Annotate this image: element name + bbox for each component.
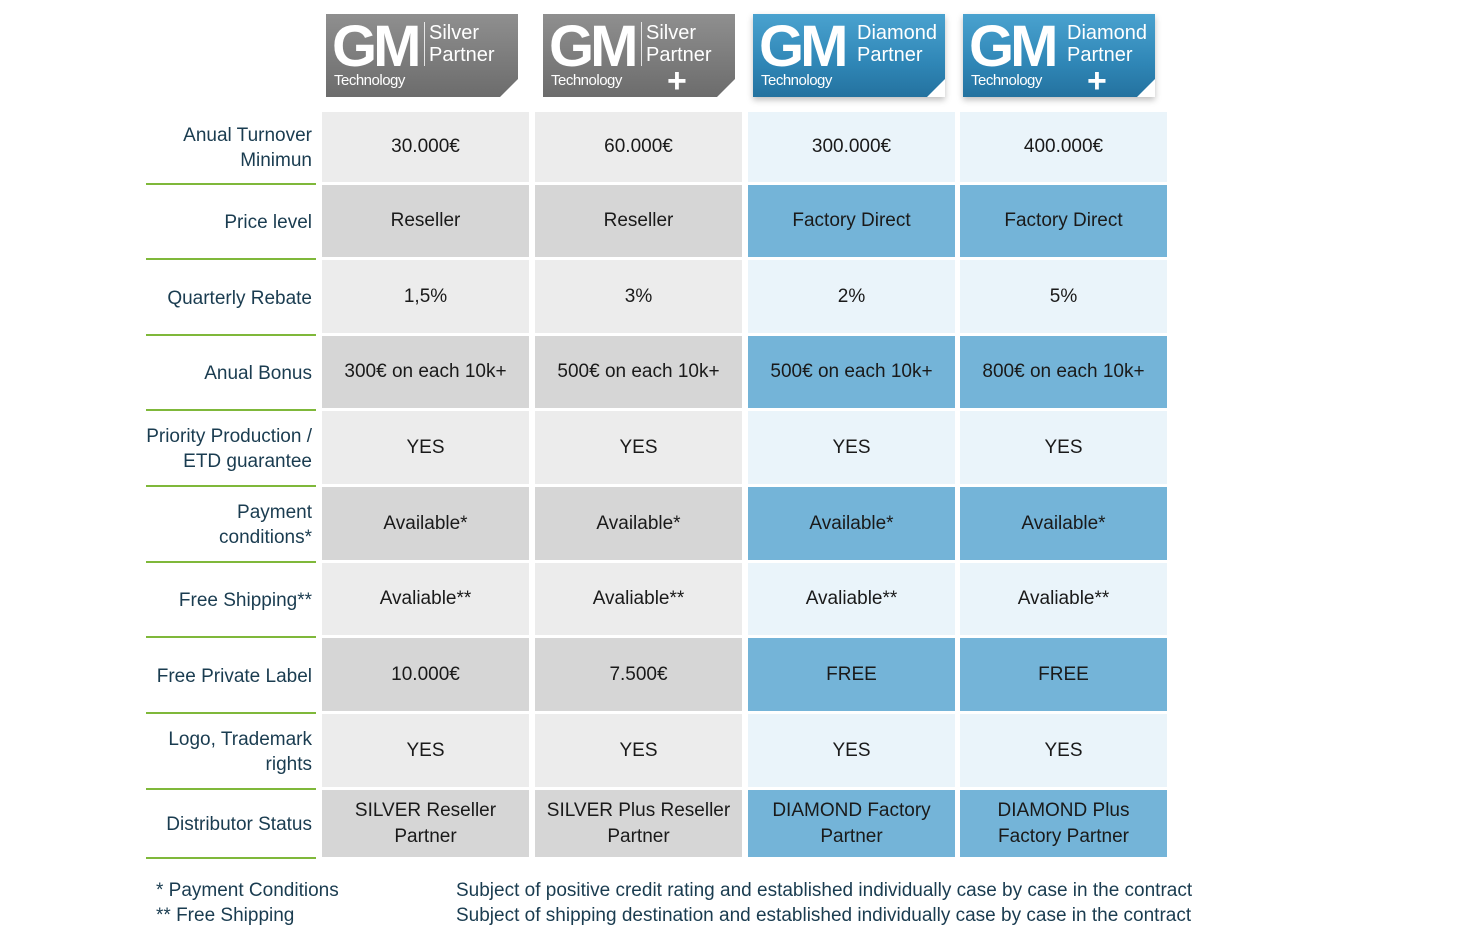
table-cell: FREE xyxy=(748,638,955,711)
footnote-key: * Payment Conditions xyxy=(156,880,339,901)
table-cell: 400.000€ xyxy=(960,112,1167,182)
table-cell: DIAMOND Factory Partner xyxy=(748,790,955,857)
gm-logo: GM xyxy=(549,14,638,79)
table-cell: 60.000€ xyxy=(535,112,742,182)
footnote-text: Subject of shipping destination and esta… xyxy=(456,905,1192,926)
table-cell: 3% xyxy=(535,260,742,333)
tier-name: Diamond Partner xyxy=(857,22,938,66)
table-cell: YES xyxy=(322,714,529,787)
corner-fold-icon xyxy=(500,79,518,97)
gm-logo: GM xyxy=(759,14,848,79)
table-cell: YES xyxy=(322,411,529,484)
technology-wordmark: Technology xyxy=(761,72,832,89)
footnote-text: Subject of positive credit rating and es… xyxy=(456,880,1193,901)
silver-plus-partner-badge: GM Technology Silver Partner + xyxy=(543,14,735,97)
table-cell: Avaliable** xyxy=(960,563,1167,635)
table-cell: 800€ on each 10k+ xyxy=(960,336,1167,408)
table-cell: Available* xyxy=(960,487,1167,560)
footnote-key: ** Free Shipping xyxy=(156,905,295,926)
table-cell: FREE xyxy=(960,638,1167,711)
technology-wordmark: Technology xyxy=(334,72,405,89)
row-label-logo-trademark: Logo, Trademark rights xyxy=(146,714,320,790)
table-cell: 500€ on each 10k+ xyxy=(535,336,742,408)
technology-wordmark: Technology xyxy=(551,72,622,89)
table-cell: Factory Direct xyxy=(960,185,1167,257)
table-cell: 300.000€ xyxy=(748,112,955,182)
divider xyxy=(146,334,316,336)
table-cell: YES xyxy=(535,411,742,484)
divider xyxy=(146,712,316,714)
row-label-quarterly-rebate: Quarterly Rebate xyxy=(146,260,320,336)
row-label-free-private-label: Free Private Label xyxy=(146,638,320,714)
table-cell: 7.500€ xyxy=(535,638,742,711)
plus-icon: + xyxy=(1087,62,1107,97)
row-label-priority-production: Priority Production / ETD guarantee xyxy=(146,411,320,487)
table-cell: Available* xyxy=(535,487,742,560)
table-cell: 2% xyxy=(748,260,955,333)
divider xyxy=(146,409,316,411)
diamond-partner-badge: GM Technology Diamond Partner xyxy=(753,14,945,97)
table-cell: Factory Direct xyxy=(748,185,955,257)
tier-name: Silver Partner xyxy=(641,22,731,66)
diamond-plus-partner-badge: GM Technology Diamond Partner + xyxy=(963,14,1155,97)
divider xyxy=(146,485,316,487)
row-label-payment-conditions: Payment conditions* xyxy=(146,487,320,563)
tier-name: Diamond Partner xyxy=(1067,22,1148,66)
corner-fold-icon xyxy=(927,79,945,97)
table-cell: Avaliable** xyxy=(535,563,742,635)
divider xyxy=(146,258,316,260)
table-cell: 10.000€ xyxy=(322,638,529,711)
divider xyxy=(146,183,316,185)
row-label-price-level: Price level xyxy=(146,185,320,260)
table-cell: 300€ on each 10k+ xyxy=(322,336,529,408)
table-cell: SILVER Reseller Partner xyxy=(322,790,529,857)
corner-fold-icon xyxy=(1137,79,1155,97)
table-cell: YES xyxy=(535,714,742,787)
table-cell: Avaliable** xyxy=(322,563,529,635)
gm-logo: GM xyxy=(332,14,421,79)
table-cell: 1,5% xyxy=(322,260,529,333)
row-label-free-shipping: Free Shipping** xyxy=(146,563,320,638)
divider xyxy=(146,636,316,638)
technology-wordmark: Technology xyxy=(971,72,1042,89)
table-cell: 5% xyxy=(960,260,1167,333)
table-cell: Available* xyxy=(322,487,529,560)
table-cell: Available* xyxy=(748,487,955,560)
table-cell: SILVER Plus Reseller Partner xyxy=(535,790,742,857)
table-cell: Reseller xyxy=(322,185,529,257)
table-cell: Avaliable** xyxy=(748,563,955,635)
row-label-anual-bonus: Anual Bonus xyxy=(146,336,320,411)
divider xyxy=(146,788,316,790)
divider xyxy=(146,561,316,563)
table-cell: YES xyxy=(960,714,1167,787)
row-label-distributor-status: Distributor Status xyxy=(146,790,320,859)
silver-partner-badge: GM Technology Silver Partner xyxy=(326,14,518,97)
divider xyxy=(146,857,316,859)
tier-name: Silver Partner xyxy=(424,22,514,66)
table-cell: 30.000€ xyxy=(322,112,529,182)
row-label-anual-turnover: Anual Turnover Minimun xyxy=(146,110,320,185)
corner-fold-icon xyxy=(717,79,735,97)
table-cell: YES xyxy=(748,411,955,484)
table-cell: DIAMOND Plus Factory Partner xyxy=(960,790,1167,857)
table-cell: YES xyxy=(960,411,1167,484)
gm-logo: GM xyxy=(969,14,1058,79)
table-cell: Reseller xyxy=(535,185,742,257)
table-cell: YES xyxy=(748,714,955,787)
table-cell: 500€ on each 10k+ xyxy=(748,336,955,408)
plus-icon: + xyxy=(667,62,687,97)
